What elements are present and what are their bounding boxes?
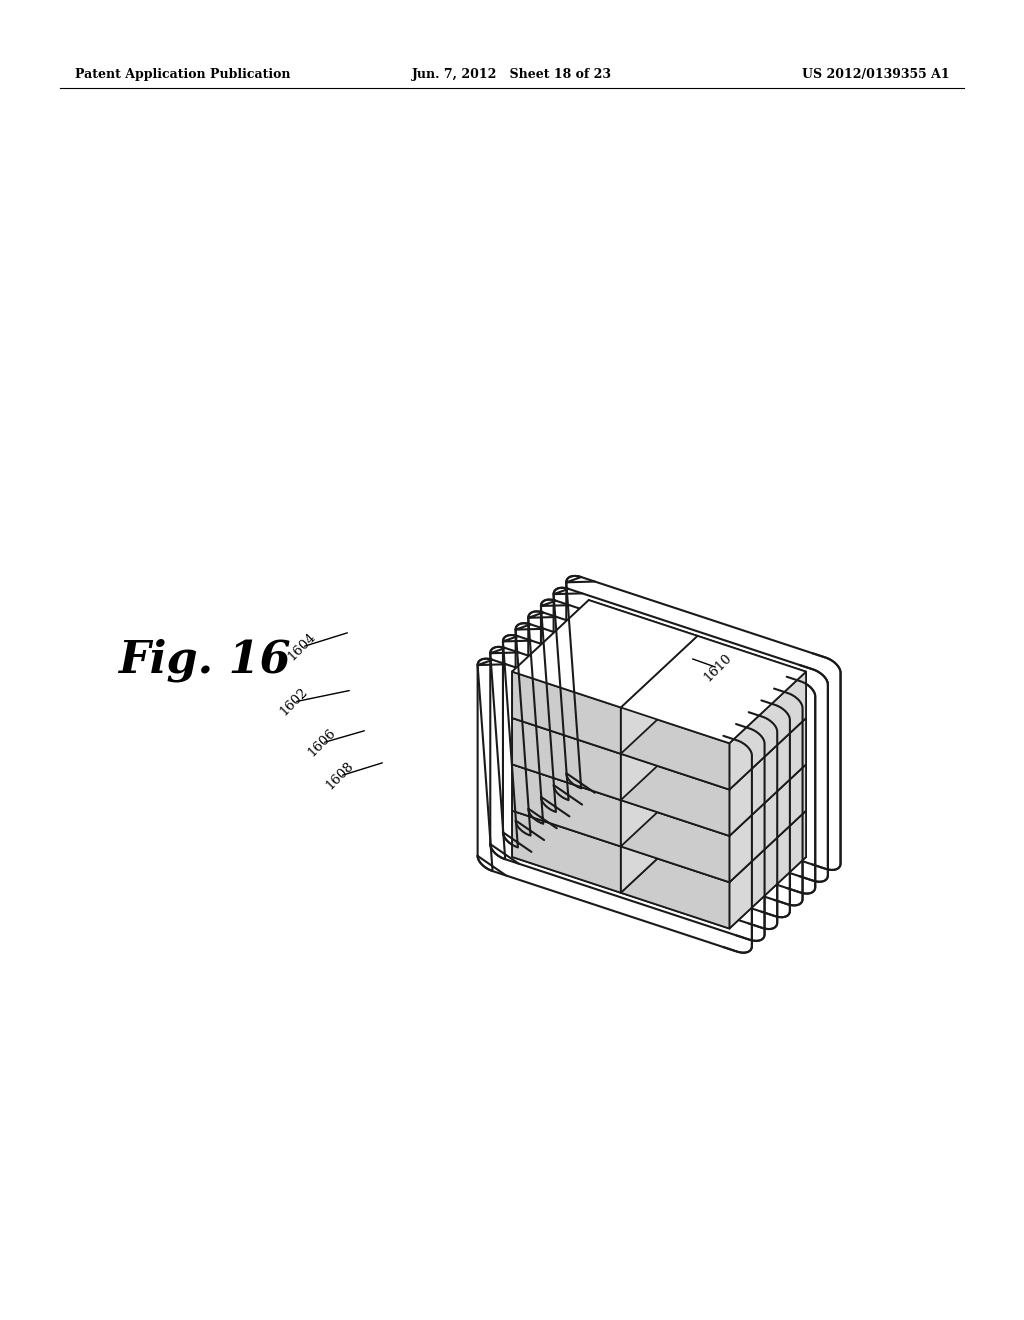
Polygon shape	[621, 636, 697, 754]
Polygon shape	[589, 693, 697, 775]
Polygon shape	[621, 682, 806, 789]
Text: 1610: 1610	[701, 652, 734, 685]
Polygon shape	[589, 647, 697, 729]
Polygon shape	[621, 775, 697, 892]
Polygon shape	[697, 729, 806, 810]
Text: 1602: 1602	[278, 685, 310, 718]
Polygon shape	[512, 693, 697, 800]
Polygon shape	[621, 729, 697, 846]
Polygon shape	[621, 821, 806, 928]
Polygon shape	[621, 682, 697, 800]
Text: 1608: 1608	[324, 759, 356, 792]
Polygon shape	[621, 636, 697, 754]
Polygon shape	[621, 729, 697, 846]
Polygon shape	[512, 693, 589, 810]
Polygon shape	[512, 785, 697, 892]
Polygon shape	[621, 754, 729, 836]
Text: 1604: 1604	[286, 631, 318, 664]
Polygon shape	[512, 647, 589, 764]
Polygon shape	[729, 764, 806, 882]
Text: US 2012/0139355 A1: US 2012/0139355 A1	[803, 69, 950, 81]
Polygon shape	[512, 718, 621, 800]
Polygon shape	[512, 672, 621, 754]
Text: Fig. 16: Fig. 16	[118, 639, 291, 681]
Polygon shape	[512, 810, 621, 892]
Polygon shape	[512, 647, 697, 754]
Text: Patent Application Publication: Patent Application Publication	[75, 69, 291, 81]
Polygon shape	[621, 775, 697, 892]
Polygon shape	[697, 775, 806, 857]
Polygon shape	[621, 775, 806, 882]
Polygon shape	[512, 601, 697, 708]
Text: Jun. 7, 2012   Sheet 18 of 23: Jun. 7, 2012 Sheet 18 of 23	[412, 69, 612, 81]
Text: 1606: 1606	[305, 726, 339, 759]
Polygon shape	[697, 636, 806, 718]
Polygon shape	[729, 672, 806, 789]
Polygon shape	[512, 764, 621, 846]
Polygon shape	[512, 739, 697, 846]
Polygon shape	[729, 718, 806, 836]
Polygon shape	[621, 682, 697, 800]
Polygon shape	[621, 729, 806, 836]
Polygon shape	[512, 739, 589, 857]
Polygon shape	[621, 846, 729, 928]
Polygon shape	[621, 708, 729, 789]
Polygon shape	[697, 682, 806, 764]
Polygon shape	[589, 739, 697, 821]
Polygon shape	[589, 601, 697, 682]
Polygon shape	[512, 601, 589, 718]
Polygon shape	[621, 800, 729, 882]
Polygon shape	[621, 636, 806, 743]
Polygon shape	[729, 810, 806, 928]
